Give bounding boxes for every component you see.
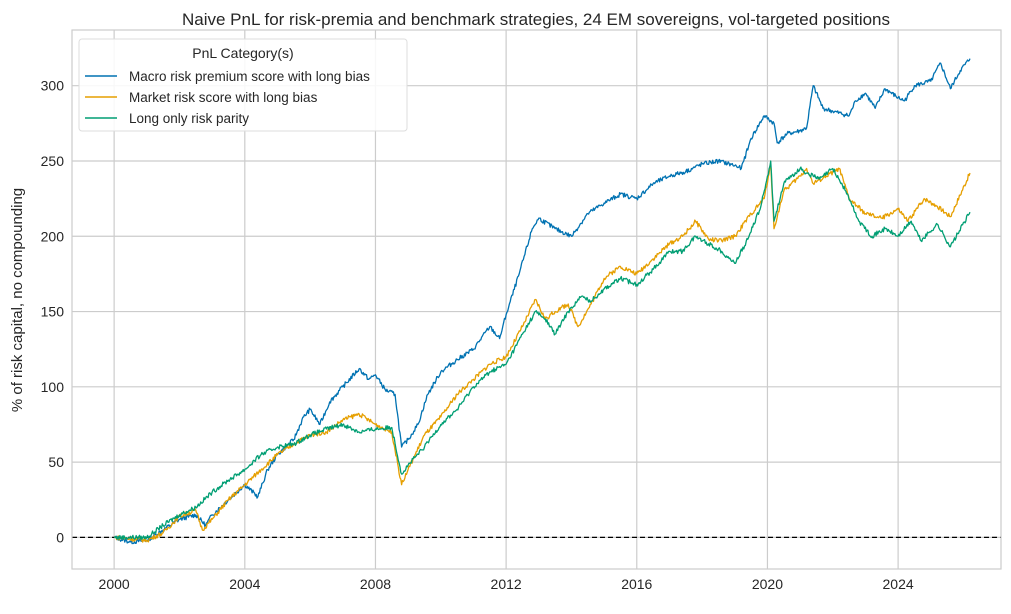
x-tick-label: 2016: [621, 576, 652, 592]
legend-label: Long only risk parity: [129, 111, 249, 126]
legend-label: Market risk score with long bias: [129, 90, 318, 105]
y-tick-label: 100: [41, 379, 65, 395]
legend-label: Macro risk premium score with long bias: [129, 69, 370, 84]
series-line-2: [113, 163, 971, 543]
series-lines: [113, 58, 971, 545]
chart-title: Naive PnL for risk-premia and benchmark …: [182, 10, 890, 29]
y-tick-label: 200: [41, 228, 65, 244]
tick-labels: 2000 2004 2008 2012 2016 2020 2024 0 50 100 150 200…: [41, 78, 914, 592]
series-line-3: [114, 160, 971, 541]
y-axis-label: % of risk capital, no compounding: [9, 188, 26, 412]
legend-title: PnL Category(s): [192, 45, 293, 61]
y-tick-label: 0: [56, 529, 64, 545]
legend: PnL Category(s) Macro risk premium score…: [78, 38, 408, 132]
x-tick-label: 2012: [491, 576, 522, 592]
x-tick-label: 2020: [752, 576, 783, 592]
x-tick-label: 2000: [99, 576, 130, 592]
grid: [72, 30, 1001, 569]
y-tick-label: 50: [48, 454, 64, 470]
y-tick-label: 150: [41, 304, 65, 320]
legend-box: [78, 38, 408, 132]
x-tick-label: 2004: [229, 576, 260, 592]
x-tick-label: 2008: [360, 576, 391, 592]
plot-frame: [71, 29, 1002, 570]
x-tick-label: 2024: [883, 576, 914, 592]
series-line-1: [113, 58, 971, 545]
y-tick-label: 300: [41, 78, 65, 94]
y-tick-label: 250: [41, 153, 65, 169]
